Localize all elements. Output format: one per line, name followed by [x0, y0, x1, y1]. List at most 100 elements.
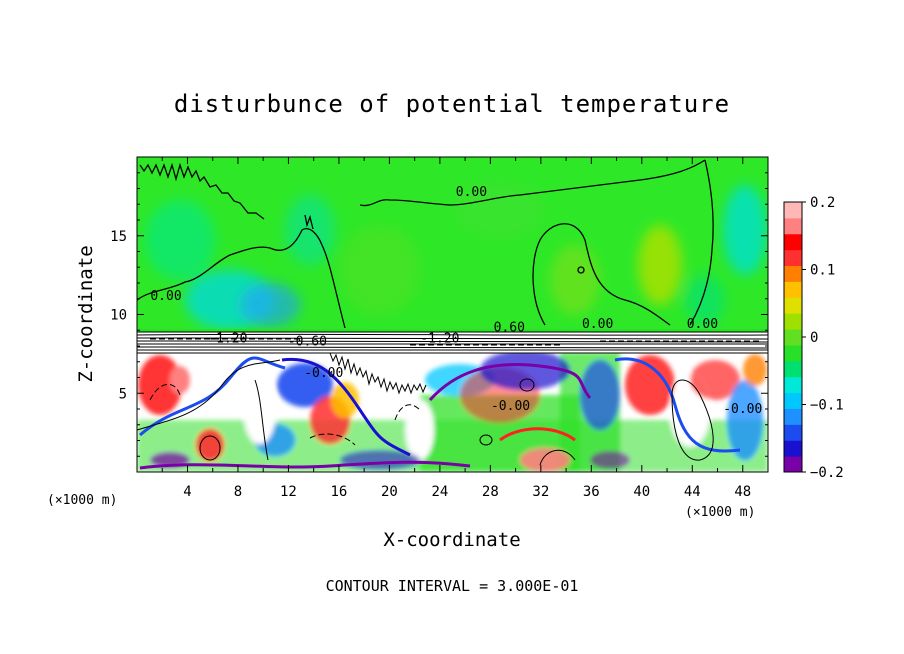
zero-contour: [532, 223, 671, 326]
band-contour: [137, 333, 768, 336]
field-blob: [625, 355, 675, 415]
zero-contour: [139, 162, 265, 220]
band-contour: [137, 337, 768, 340]
colorbar-swatch: [784, 392, 802, 409]
band-contour: [137, 346, 768, 349]
field-contour-dashed: [149, 383, 181, 401]
field-blob: [170, 366, 190, 394]
x-tick-label: 24: [431, 484, 448, 500]
field-blob: [196, 429, 224, 461]
field-blob: [138, 355, 182, 415]
field-blob: [550, 245, 600, 315]
field-blob: [690, 360, 740, 400]
contour-label: 0.60: [494, 320, 525, 335]
x-tick-label: 48: [734, 484, 751, 500]
x-tick-label: 28: [482, 484, 499, 500]
contour-label: -0.00: [491, 399, 530, 414]
field-blob: [638, 225, 682, 305]
y-axis-label: Z-coordinate: [75, 245, 97, 382]
contour-interval-note: CONTOUR INTERVAL = 3.000E-01: [326, 577, 579, 595]
front-line: [499, 427, 576, 442]
transition-strip: [137, 329, 768, 332]
colorbar-swatch: [784, 408, 802, 425]
y-tick-label: 15: [110, 229, 127, 245]
colorbar-swatch: [784, 376, 802, 394]
colorbar-swatch: [784, 249, 802, 267]
colorbar-swatch: [784, 281, 802, 298]
field-contour: [539, 450, 576, 466]
colorbar-swatch: [784, 217, 802, 235]
zero-contour: [577, 266, 585, 274]
contour-label: -0.00: [723, 402, 762, 417]
field-blob: [685, 275, 725, 325]
x-axis-label: X-coordinate: [383, 529, 520, 551]
colorbar: 0.2 0.1 0 −0.1 −0.2: [783, 195, 844, 481]
field-contour: [519, 378, 535, 392]
colorbar-swatch: [784, 360, 802, 378]
y-axis: 5 10 15: [110, 172, 768, 457]
lower-contours: [137, 359, 714, 466]
contour-label: -0.60: [288, 334, 327, 349]
plot-area: [137, 157, 768, 472]
x-tick-label: 4: [183, 484, 191, 500]
colorbar-swatch: [784, 202, 802, 219]
field-contour: [137, 359, 281, 431]
field-contour: [671, 379, 714, 461]
field-blob: [331, 382, 359, 418]
y-tick-label: 5: [119, 386, 127, 402]
contour-label: -1.20: [420, 331, 459, 346]
colorbar-swatch: [784, 456, 802, 473]
field-blob: [277, 363, 333, 407]
zero-contour: [359, 159, 706, 207]
field-blob: [580, 360, 620, 430]
colorbar-swatch: [784, 424, 802, 441]
field-blob: [727, 380, 763, 460]
colorbar-tick-label: 0.2: [810, 195, 835, 211]
x-tick-label: 16: [330, 484, 347, 500]
colorbar-tick-label: −0.2: [810, 465, 844, 481]
colorbar-swatch: [784, 344, 802, 362]
band-contour: [137, 343, 768, 345]
field-contour-dashed: [394, 404, 421, 421]
field-contour: [254, 379, 269, 461]
colorbar-swatch: [784, 313, 802, 330]
x-tick-label: 8: [234, 484, 242, 500]
colorbar-tick-label: 0: [810, 330, 818, 346]
x-tick-label: 12: [280, 484, 297, 500]
contour-label: -1.20: [208, 331, 247, 346]
x-unit-left: (×1000 m): [47, 493, 117, 508]
colorbar-tick-label: −0.1: [810, 398, 844, 414]
field-blob: [520, 448, 570, 472]
contour-label: -0.00: [304, 366, 343, 381]
x-tick-label: 44: [684, 484, 701, 500]
upper-field-variations: [145, 180, 767, 330]
zero-contour: [689, 159, 714, 326]
field-contour: [479, 434, 493, 446]
zero-contour: [304, 214, 314, 230]
x-tick-label: 32: [532, 484, 549, 500]
field-contour: [199, 435, 221, 461]
front-line: [614, 357, 741, 453]
contour-labels: 0.00 0.00 0.60 0.00 0.00 -1.20 -0.60 -1.20 -0.00…: [150, 185, 762, 417]
x-tick-label: 36: [583, 484, 600, 500]
contour-label: 0.00: [456, 185, 487, 200]
lower-field-lines: [139, 356, 741, 470]
field-blob: [240, 283, 300, 327]
colorbar-swatch: [784, 265, 802, 282]
field-blob: [723, 185, 767, 275]
contour-label: 0.00: [687, 317, 718, 332]
field-blob: [340, 225, 420, 315]
zero-contour: [137, 228, 346, 329]
colorbar-swatch: [784, 440, 802, 457]
x-axis: 4 8 12 16 20 24 28 32 36 40 44 48: [161, 157, 751, 500]
front-line: [139, 460, 471, 470]
x-tick-label: 40: [633, 484, 650, 500]
field-blob: [743, 354, 767, 386]
colorbar-swatch: [784, 329, 802, 346]
field-contour-dashed: [309, 433, 356, 446]
colorbar-swatch: [784, 233, 802, 251]
field-blob: [480, 350, 570, 390]
band-contours: [137, 331, 768, 354]
field-blob: [406, 400, 434, 460]
